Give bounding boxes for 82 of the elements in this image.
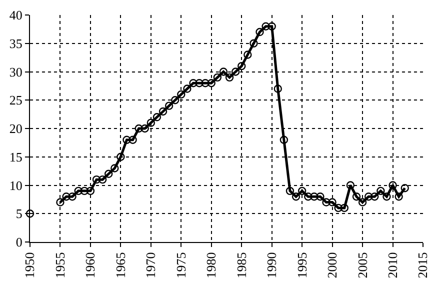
point: [225, 73, 234, 82]
point: [250, 39, 258, 48]
point: [171, 96, 180, 104]
point: [298, 186, 306, 196]
x-tick-label: 2010: [384, 252, 400, 278]
point: [346, 181, 355, 190]
point: [177, 90, 186, 99]
point: [213, 73, 222, 82]
x-tick-label: 1980: [204, 252, 219, 278]
point: [158, 107, 168, 116]
point: [268, 22, 276, 30]
x-tick-label: 1990: [264, 252, 280, 278]
point: [352, 192, 361, 201]
point: [80, 186, 89, 196]
point: [146, 118, 156, 127]
point: [207, 79, 216, 88]
point: [86, 186, 95, 196]
point: [370, 192, 379, 201]
point: [201, 79, 210, 88]
point: [310, 192, 318, 201]
point: [358, 198, 367, 206]
point: [388, 181, 397, 190]
point: [104, 170, 113, 178]
point: [189, 79, 198, 88]
y-tick-label: 0: [16, 234, 22, 250]
y-tick-label: 5: [16, 206, 22, 222]
point: [152, 113, 162, 122]
point: [322, 198, 330, 206]
x-tick-label: 1965: [112, 252, 128, 278]
point: [26, 210, 34, 218]
point: [116, 152, 125, 161]
point: [304, 192, 312, 201]
point: [334, 204, 342, 212]
point: [316, 192, 324, 201]
point: [394, 192, 403, 201]
point: [376, 186, 385, 196]
point: [400, 184, 409, 192]
x-tick-label: 2000: [324, 252, 340, 278]
x-tick-label: 1960: [82, 252, 98, 278]
point: [134, 124, 143, 133]
y-tick-label: 10: [9, 178, 22, 193]
x-tick-label: 1975: [173, 252, 188, 278]
point: [244, 50, 252, 59]
point: [238, 62, 246, 70]
point: [286, 186, 294, 196]
y-tick-label: 30: [9, 64, 22, 80]
point: [128, 136, 137, 144]
point: [280, 136, 288, 144]
y-tick-label: 35: [9, 36, 22, 51]
point: [56, 198, 64, 206]
point: [262, 22, 270, 30]
point: [98, 175, 107, 184]
point: [231, 68, 240, 76]
y-tick-label: 15: [9, 149, 22, 164]
x-tick-label: 2005: [354, 252, 370, 278]
point: [340, 204, 348, 212]
point: [328, 198, 336, 206]
x-tick-label: 1985: [234, 252, 249, 278]
point: [74, 186, 82, 196]
x-tick-label: 1955: [52, 252, 68, 278]
point: [219, 68, 228, 76]
point: [92, 175, 101, 184]
point: [195, 79, 204, 88]
point: [183, 84, 192, 93]
x-tick-label: 1970: [143, 252, 158, 278]
point: [140, 124, 149, 133]
x-tick-label: 1950: [22, 252, 38, 278]
point: [382, 192, 391, 201]
point: [68, 192, 76, 201]
point: [122, 136, 131, 144]
y-tick-label: 40: [9, 8, 22, 23]
point: [256, 28, 264, 36]
point: [164, 102, 174, 110]
y-tick-label: 20: [9, 121, 22, 136]
point: [292, 192, 300, 201]
x-tick-label: 2015: [415, 252, 430, 278]
point: [110, 164, 119, 172]
point: [274, 84, 282, 93]
point: [62, 192, 70, 201]
y-tick-label: 25: [9, 92, 22, 108]
point: [364, 192, 373, 201]
x-tick-label: 1995: [294, 252, 310, 278]
